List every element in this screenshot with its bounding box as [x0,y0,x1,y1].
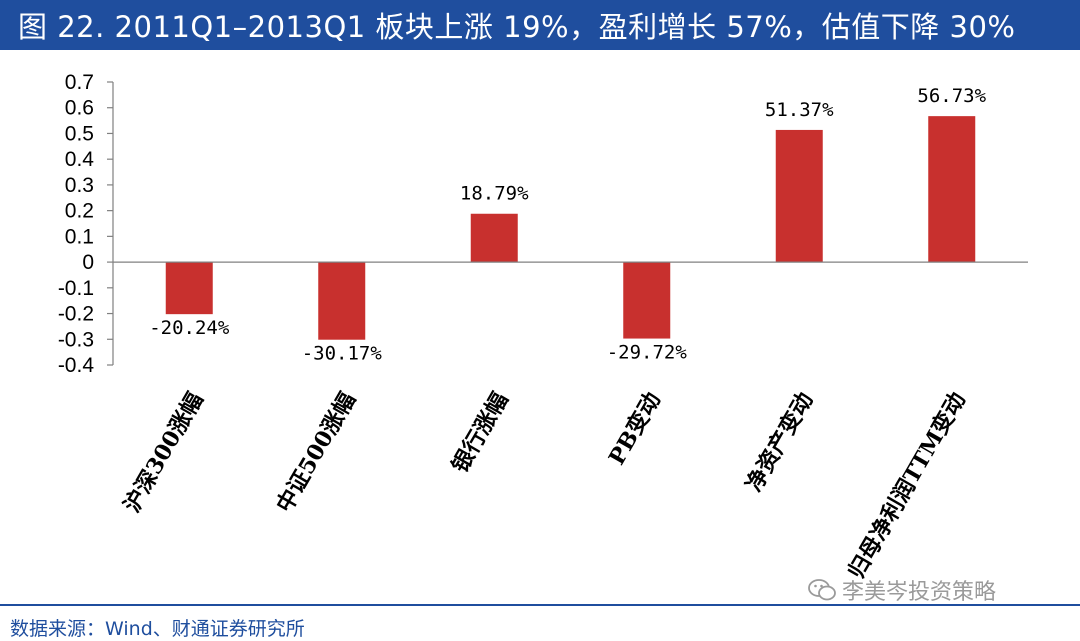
title-bar: 图 22. 2011Q1–2013Q1 板块上涨 19%，盈利增长 57%，估值… [0,0,1080,50]
y-tick-label: -0.4 [58,354,95,377]
y-tick-label: 0.4 [65,148,95,171]
y-tick-label: 0.3 [65,174,94,197]
data-labels: -20.24% -30.17% 18.79% -29.72% 51.37% 56.73% [149,85,986,365]
data-label: -20.24% [149,317,230,339]
data-label: -30.17% [302,343,383,365]
bar [775,129,823,263]
bottom-rule [0,604,1080,606]
y-tick-label: -0.1 [58,277,94,300]
y-tick-label: 0.2 [65,200,94,223]
bar [928,116,976,263]
y-tick-label: 0 [82,251,94,274]
category-label: 净资产变动 [741,388,819,496]
category-label: 沪深300涨幅 [119,388,208,517]
bar [623,262,671,339]
bar-chart: 0.7 0.60.5 0.4 0.3 0.20.1 0 -0.1 -0.2-0.3 -0.4 -… [58,71,1028,583]
category-label: 中证500涨幅 [271,388,360,517]
chart-title: 图 22. 2011Q1–2013Q1 板块上涨 19%，盈利增长 57%，估值… [18,10,1016,44]
bar [165,262,213,315]
category-label: PB变动 [604,388,666,470]
category-label: 归母净利润TTM变动 [843,388,971,583]
y-tick-label: 0.5 [65,122,94,145]
bar [318,262,366,340]
category-label: 银行涨幅 [447,388,514,477]
y-tick-label: -0.3 [58,328,94,351]
data-label: 56.73% [917,85,986,107]
data-label: 51.37% [765,99,834,121]
watermark-text: 李美岑投资策略 [842,580,997,605]
data-label: -29.72% [607,342,688,364]
data-label: 18.79% [460,183,529,205]
y-tick-label: 0.7 [65,71,94,94]
y-axis: 0.7 0.60.5 0.4 0.3 0.20.1 0 -0.1 -0.2-0.3 -0.4 [58,71,114,377]
bars [165,116,976,340]
source-note: 数据来源：Wind、财通证券研究所 [10,618,305,640]
y-tick-label: 0.6 [65,97,94,120]
y-tick-label: -0.2 [58,303,94,326]
wechat-icon [808,579,836,601]
bar [470,213,518,263]
category-labels: 沪深300涨幅 中证500涨幅 银行涨幅 PB变动 净资产变动 归母净利润TTM变动 [119,388,971,583]
y-tick-label: 0.1 [65,225,94,248]
watermark: 李美岑投资策略 [808,574,996,606]
